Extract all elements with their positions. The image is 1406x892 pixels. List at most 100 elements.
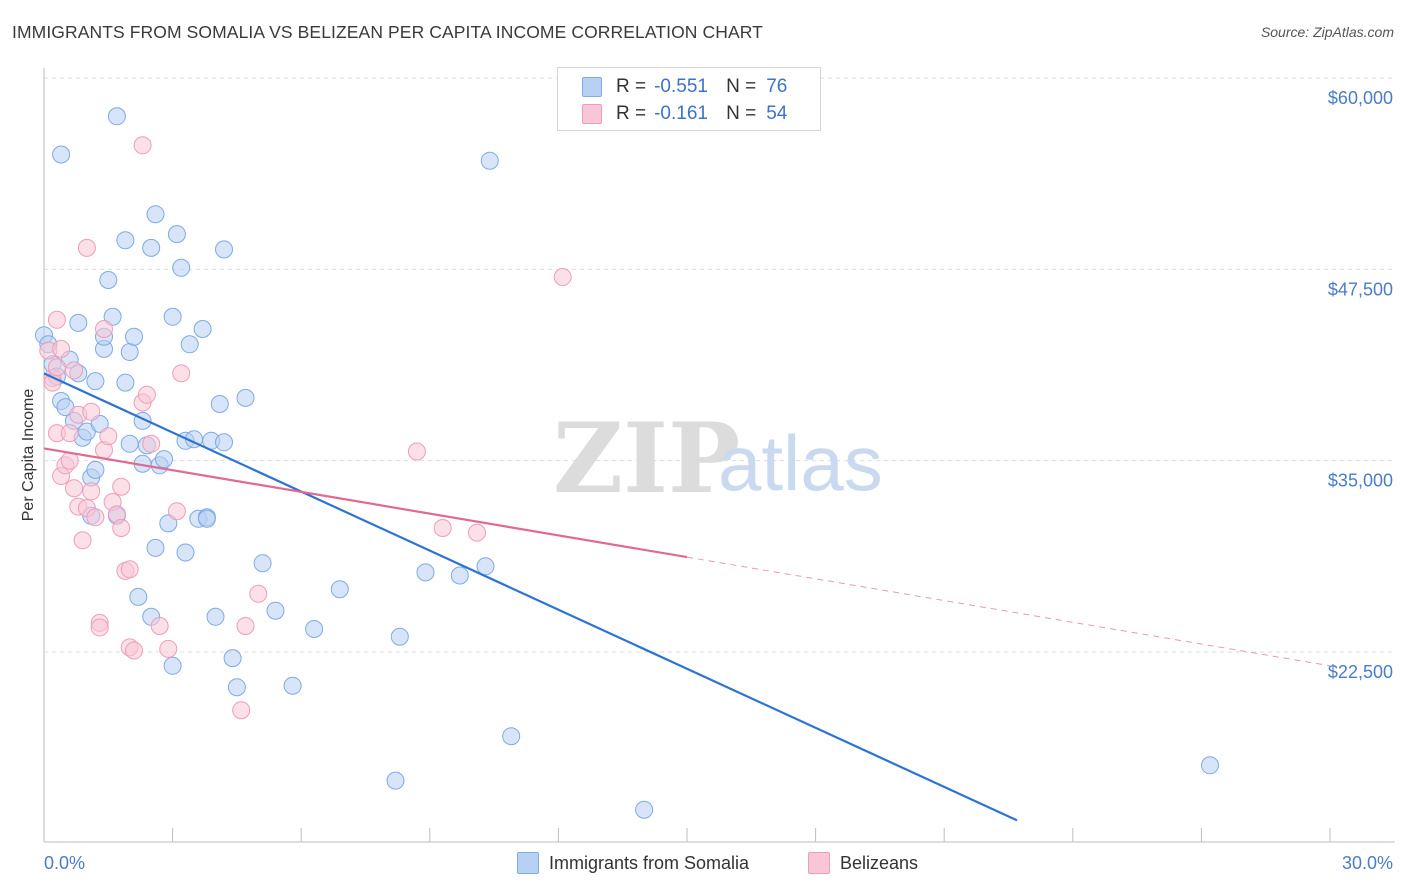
point-belizeans[interactable] — [90, 618, 109, 637]
point-somalia[interactable] — [163, 656, 182, 675]
point-somalia[interactable] — [125, 327, 143, 346]
point-somalia[interactable] — [227, 678, 246, 697]
chart-source: Source: ZipAtlas.com — [1260, 24, 1394, 40]
point-somalia[interactable] — [193, 320, 212, 338]
point-belizeans[interactable] — [60, 424, 79, 443]
watermark-zip: ZIP — [553, 402, 740, 515]
point-somalia[interactable] — [120, 343, 139, 361]
point-somalia[interactable] — [215, 433, 233, 452]
point-belizeans[interactable] — [65, 479, 83, 498]
point-belizeans[interactable] — [77, 238, 96, 257]
point-somalia[interactable] — [253, 554, 272, 573]
point-somalia[interactable] — [116, 373, 135, 392]
y-tick-labels: $22,500 $35,000 $47,500 $60,000 — [1328, 88, 1393, 682]
point-somalia[interactable] — [283, 676, 302, 695]
point-somalia[interactable] — [502, 727, 521, 746]
point-belizeans[interactable] — [553, 268, 572, 286]
point-belizeans[interactable] — [232, 701, 251, 720]
point-belizeans[interactable] — [150, 617, 169, 635]
point-somalia[interactable] — [390, 627, 409, 646]
point-somalia[interactable] — [172, 258, 191, 277]
point-somalia[interactable] — [155, 450, 173, 469]
legend-row-belizeans: R = -0.161 N = 54 — [582, 102, 787, 126]
point-somalia[interactable] — [163, 307, 182, 326]
point-somalia[interactable] — [330, 580, 349, 599]
point-belizeans[interactable] — [120, 560, 139, 579]
y-tick-label: $60,000 — [1328, 88, 1393, 108]
point-somalia[interactable] — [99, 271, 118, 289]
point-belizeans[interactable] — [133, 136, 152, 155]
point-belizeans[interactable] — [82, 482, 101, 501]
trend-line-belizeans — [43, 447, 688, 559]
watermark: ZIP atlas — [553, 402, 883, 515]
point-somalia[interactable] — [159, 514, 178, 533]
legend-r-value: -0.161 — [654, 103, 708, 124]
point-belizeans[interactable] — [112, 519, 131, 537]
legend-n-label: N = — [726, 76, 757, 97]
point-belizeans[interactable] — [47, 358, 66, 377]
point-somalia[interactable] — [206, 607, 225, 626]
point-somalia[interactable] — [90, 414, 109, 433]
point-somalia[interactable] — [450, 566, 469, 585]
point-belizeans[interactable] — [137, 385, 156, 404]
legend-r-label: R = — [616, 76, 647, 97]
point-somalia[interactable] — [116, 231, 135, 250]
point-somalia[interactable] — [107, 107, 126, 126]
point-belizeans[interactable] — [468, 523, 486, 542]
point-somalia[interactable] — [215, 240, 233, 259]
point-belizeans[interactable] — [159, 639, 178, 658]
point-somalia[interactable] — [223, 649, 242, 668]
point-belizeans[interactable] — [65, 361, 83, 380]
point-belizeans[interactable] — [82, 402, 101, 421]
point-belizeans[interactable] — [407, 442, 426, 461]
point-somalia[interactable] — [416, 563, 435, 582]
point-somalia[interactable] — [120, 434, 139, 453]
point-somalia[interactable] — [635, 800, 654, 819]
point-somalia[interactable] — [210, 395, 229, 413]
point-belizeans[interactable] — [236, 617, 255, 635]
point-somalia[interactable] — [86, 460, 105, 479]
series-label-somalia: Immigrants from Somalia — [549, 852, 750, 873]
point-somalia[interactable] — [266, 601, 285, 620]
point-somalia[interactable] — [86, 372, 105, 391]
point-somalia[interactable] — [142, 238, 161, 257]
point-somalia[interactable] — [236, 388, 255, 407]
point-somalia[interactable] — [129, 587, 148, 606]
point-belizeans[interactable] — [125, 641, 143, 660]
point-belizeans[interactable] — [52, 339, 71, 358]
point-somalia[interactable] — [52, 145, 71, 164]
point-belizeans[interactable] — [73, 531, 92, 550]
point-somalia[interactable] — [146, 205, 165, 224]
point-somalia[interactable] — [386, 771, 405, 790]
point-somalia[interactable] — [180, 335, 199, 354]
point-belizeans[interactable] — [172, 364, 191, 383]
point-belizeans[interactable] — [167, 502, 186, 521]
point-somalia[interactable] — [146, 538, 165, 557]
point-somalia[interactable] — [480, 151, 499, 170]
point-belizeans[interactable] — [249, 584, 268, 603]
series-legend-somalia[interactable]: Immigrants from Somalia — [517, 852, 749, 874]
point-somalia[interactable] — [476, 557, 495, 576]
point-belizeans[interactable] — [433, 519, 452, 537]
point-somalia[interactable] — [167, 225, 186, 244]
point-somalia[interactable] — [103, 307, 122, 326]
point-belizeans[interactable] — [142, 434, 161, 453]
series-legend-belizeans[interactable]: Belizeans — [808, 852, 918, 874]
legend-swatch-somalia — [582, 77, 602, 97]
point-belizeans[interactable] — [47, 310, 66, 329]
legend-r-value: -0.551 — [654, 76, 708, 97]
trend-line-somalia — [43, 372, 1018, 822]
point-belizeans[interactable] — [99, 427, 118, 446]
point-somalia[interactable] — [197, 509, 216, 528]
trend-lines — [43, 372, 1331, 822]
point-somalia[interactable] — [1201, 756, 1219, 775]
legend-r-label: R = — [616, 103, 647, 124]
point-belizeans[interactable] — [112, 477, 131, 496]
point-belizeans[interactable] — [95, 320, 113, 338]
point-somalia[interactable] — [69, 313, 88, 332]
y-tick-label: $35,000 — [1328, 471, 1393, 491]
point-somalia[interactable] — [176, 543, 195, 562]
point-belizeans[interactable] — [86, 508, 105, 527]
point-somalia[interactable] — [305, 620, 324, 638]
